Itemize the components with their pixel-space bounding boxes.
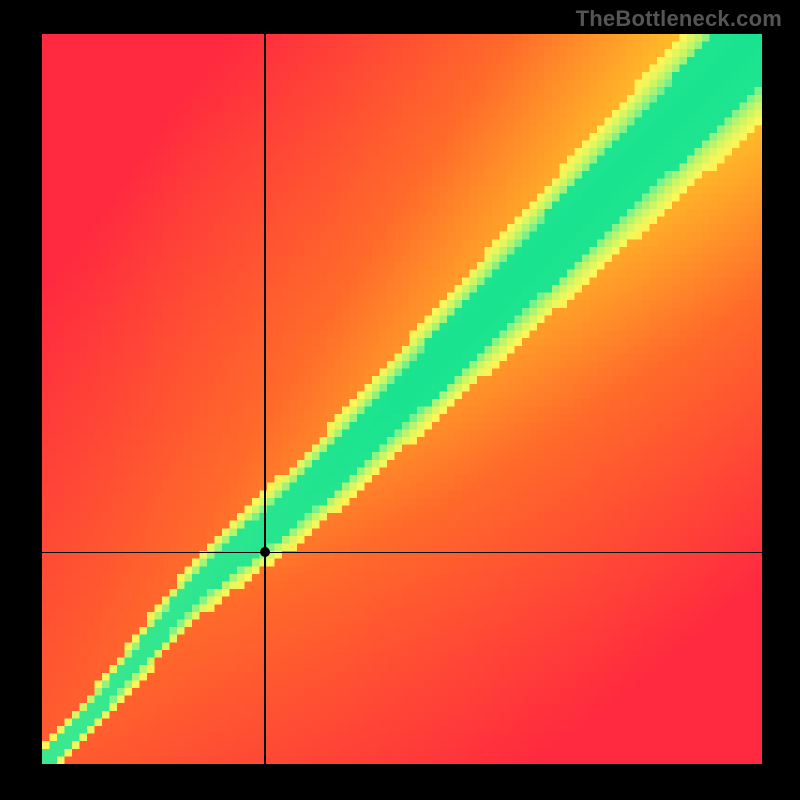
figure-container: TheBottleneck.com (0, 0, 800, 800)
crosshair-horizontal (42, 552, 762, 554)
heatmap-canvas (42, 34, 762, 764)
watermark-text: TheBottleneck.com (576, 6, 782, 32)
crosshair-vertical (264, 34, 266, 764)
crosshair-marker (260, 547, 270, 557)
heatmap-plot (42, 34, 762, 764)
